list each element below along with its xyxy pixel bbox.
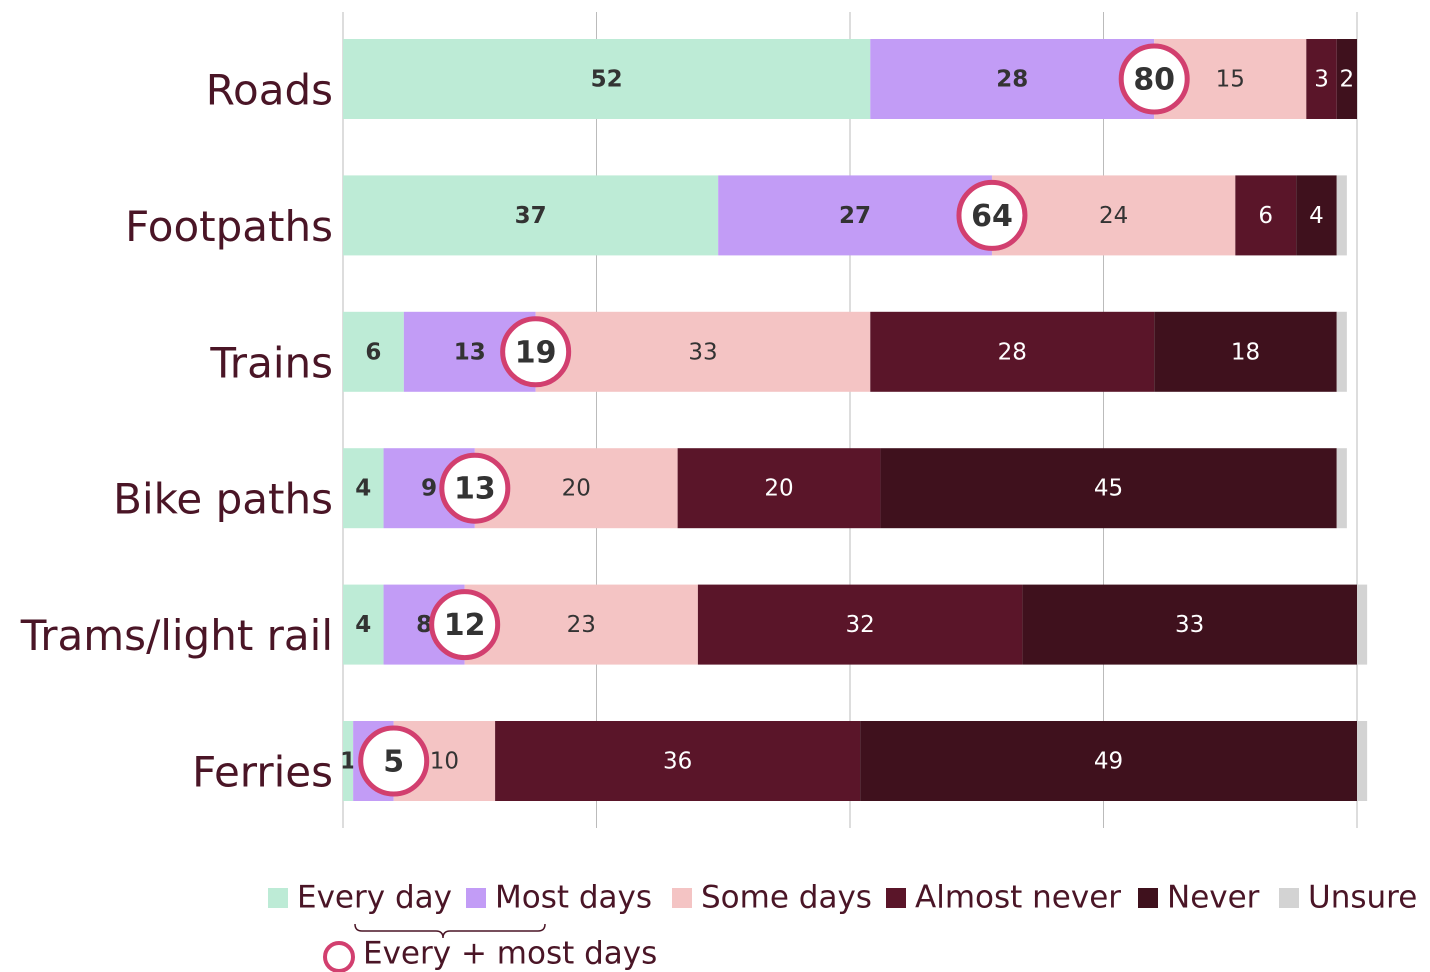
- legend-swatch: [1279, 888, 1299, 908]
- data-label: 9: [421, 476, 437, 502]
- legend-swatch: [672, 888, 692, 908]
- data-label: 49: [1094, 749, 1123, 775]
- category-label: Trains: [209, 338, 333, 387]
- legend-swatch: [886, 888, 906, 908]
- bar-segment: [343, 584, 384, 665]
- bar-segment: [1235, 175, 1297, 256]
- legend-label: Unsure: [1308, 880, 1417, 916]
- data-label: 6: [365, 339, 381, 365]
- bar-segment: [1357, 721, 1368, 801]
- legend-label: Most days: [495, 880, 652, 916]
- combined-label: 80: [1133, 63, 1175, 98]
- legend-marker: [323, 941, 355, 972]
- data-label: 20: [764, 476, 793, 502]
- bar-segment: [880, 448, 1337, 529]
- bar-segment: [343, 175, 719, 256]
- bar-segment: [677, 448, 881, 529]
- bar-segment: [343, 311, 404, 392]
- data-label: 24: [1099, 203, 1128, 229]
- legend-swatch: [1138, 888, 1158, 908]
- data-label: 6: [1258, 203, 1273, 229]
- data-label: 28: [996, 67, 1028, 93]
- data-label: 28: [998, 339, 1027, 365]
- combined-label: 19: [515, 335, 557, 370]
- data-label: 33: [1175, 612, 1204, 638]
- bar-segment: [343, 448, 384, 529]
- combined-marker: [439, 452, 511, 524]
- bar-segment: [1296, 175, 1337, 256]
- data-label: 8: [416, 612, 432, 638]
- data-label: 23: [567, 612, 596, 638]
- data-label: 13: [454, 339, 486, 365]
- combined-marker: [429, 589, 501, 661]
- legend-bracket: [354, 923, 546, 939]
- data-label: 3: [1314, 67, 1329, 93]
- data-label: 4: [355, 476, 371, 502]
- category-label: Roads: [206, 66, 333, 115]
- data-label: 4: [355, 612, 371, 638]
- data-label: 27: [839, 203, 871, 229]
- bar-segment: [1336, 311, 1347, 392]
- bar-segment: [860, 721, 1357, 801]
- bar-segment: [718, 175, 992, 256]
- data-label: 45: [1094, 476, 1123, 502]
- combined-label: 5: [383, 745, 404, 780]
- data-label: 10: [430, 749, 459, 775]
- combined-label: 12: [444, 608, 486, 643]
- data-label: 33: [688, 339, 717, 365]
- bar-segment: [343, 39, 871, 119]
- data-label: 2: [1340, 67, 1355, 93]
- data-label: 1: [340, 749, 356, 775]
- data-label: 15: [1216, 67, 1245, 93]
- data-label: 18: [1231, 339, 1260, 365]
- legend-label: Never: [1167, 880, 1260, 916]
- legend-label: Every + most days: [363, 936, 657, 972]
- bar-segment: [343, 721, 354, 801]
- bar-segment: [870, 311, 1155, 392]
- legend-label: Almost never: [915, 880, 1121, 916]
- bar-segment: [1336, 39, 1357, 119]
- bar-segment: [1336, 448, 1347, 529]
- category-label: Ferries: [192, 748, 333, 797]
- category-label: Footpaths: [125, 202, 333, 251]
- bar-segment: [1022, 584, 1357, 665]
- bar-segment: [535, 311, 871, 392]
- legend-label: Every day: [297, 880, 452, 916]
- bar-segment: [991, 175, 1236, 256]
- bar-segment: [697, 584, 1023, 665]
- combined-marker: [500, 316, 572, 388]
- data-label: 32: [845, 612, 874, 638]
- combined-label: 64: [971, 199, 1013, 234]
- data-label: 4: [1309, 203, 1324, 229]
- bar-segment: [495, 721, 861, 801]
- combined-marker: [1118, 43, 1190, 115]
- data-label: 52: [591, 67, 623, 93]
- combined-marker: [358, 725, 430, 797]
- legend-swatch: [466, 888, 486, 908]
- data-label: 20: [562, 476, 591, 502]
- data-label: 37: [515, 203, 547, 229]
- bar-segment: [1154, 311, 1337, 392]
- bar-segment: [1336, 175, 1347, 256]
- bar-segment: [1306, 39, 1337, 119]
- legend-label: Some days: [701, 880, 872, 916]
- bar-segment: [1357, 584, 1368, 665]
- category-label: Bike paths: [113, 475, 333, 524]
- combined-label: 13: [454, 472, 496, 507]
- category-label: Trams/light rail: [20, 611, 333, 660]
- data-label: 36: [663, 749, 692, 775]
- bar-segment: [870, 39, 1155, 119]
- bar-segment: [464, 584, 698, 665]
- combined-marker: [956, 179, 1028, 251]
- legend-swatch: [268, 888, 288, 908]
